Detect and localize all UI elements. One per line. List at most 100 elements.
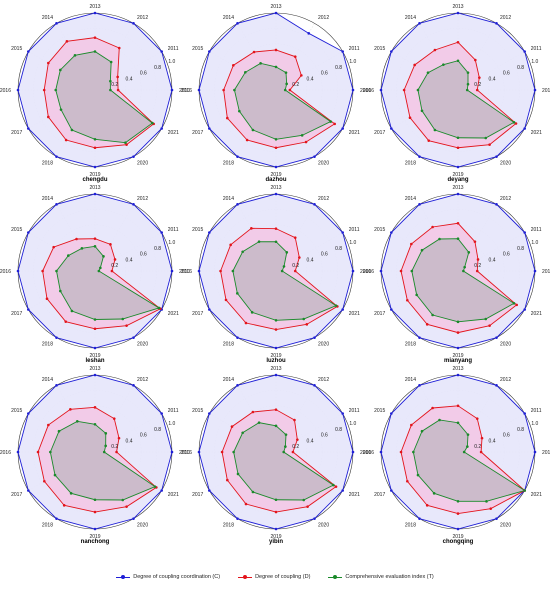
data-point-coupling xyxy=(304,140,308,144)
data-point-coupling xyxy=(226,116,229,120)
data-point-coupling xyxy=(399,450,403,454)
data-point-coupling xyxy=(402,88,406,92)
category-label: 2011 xyxy=(168,408,179,414)
data-point-coupling-coordination xyxy=(208,127,211,130)
radial-tick-label: 0.2 xyxy=(474,444,481,450)
data-point-coupling-coordination xyxy=(456,192,460,196)
data-point-coupling xyxy=(408,116,412,120)
data-point-coupling-coordination xyxy=(351,450,355,454)
data-point-comprehensive-index xyxy=(59,289,62,293)
data-point-comprehensive-index xyxy=(412,450,415,454)
radar-panel-luzhou: 0.2 0.4 0.6 0.8 1.0 2010 2011 2012 2013 2014 2015 2… xyxy=(181,185,371,364)
data-point-coupling xyxy=(274,510,278,514)
category-label: 2020 xyxy=(500,161,511,167)
data-point-comprehensive-index xyxy=(53,473,57,477)
data-point-coupling-coordination xyxy=(418,203,421,206)
data-point-comprehensive-index xyxy=(104,444,107,448)
category-label: 2017 xyxy=(374,492,385,498)
radial-tick-label: 0.6 xyxy=(140,71,147,77)
data-point-coupling-coordination xyxy=(313,203,316,206)
data-point-comprehensive-index xyxy=(466,71,470,74)
data-point-coupling xyxy=(514,122,518,125)
data-point-coupling xyxy=(291,450,295,454)
radial-tick-label: 0.4 xyxy=(126,257,133,263)
data-point-coupling xyxy=(62,504,66,507)
data-point-coupling-coordination xyxy=(379,269,383,273)
data-point-comprehensive-index xyxy=(416,473,420,477)
chart-legend: Degree of coupling coordination (C) Degr… xyxy=(0,574,550,580)
legend-item-coupling: Degree of coupling (D) xyxy=(238,574,310,580)
data-point-coupling xyxy=(75,237,78,241)
radial-tick-label: 1.0 xyxy=(168,421,175,427)
category-label: 2019 xyxy=(89,353,100,359)
radial-tick-label: 1.0 xyxy=(531,240,538,246)
data-point-comprehensive-index xyxy=(257,421,261,424)
data-point-comprehensive-index xyxy=(410,269,414,273)
category-label: 2016 xyxy=(0,269,11,275)
data-point-coupling-coordination xyxy=(274,192,278,196)
data-point-coupling-coordination xyxy=(236,517,239,520)
radial-tick-label: 0.4 xyxy=(307,257,314,263)
data-point-coupling xyxy=(252,50,256,54)
radial-tick-label: 0.2 xyxy=(111,82,118,88)
category-label: 2018 xyxy=(405,161,416,167)
data-point-comprehensive-index xyxy=(236,472,240,476)
data-point-coupling-coordination xyxy=(390,489,393,492)
data-point-comprehensive-index xyxy=(274,65,278,69)
category-label: 2021 xyxy=(168,130,179,136)
data-point-comprehensive-index xyxy=(431,313,434,317)
data-point-coupling xyxy=(110,269,114,273)
data-point-coupling-coordination xyxy=(523,50,526,53)
category-label: 2012 xyxy=(500,196,511,202)
category-label: 2020 xyxy=(318,161,329,167)
data-point-coupling-coordination xyxy=(93,527,97,531)
radial-tick-label: 0.4 xyxy=(489,257,496,263)
data-point-coupling-coordination xyxy=(27,308,30,311)
data-point-comprehensive-index xyxy=(282,265,286,268)
data-point-coupling xyxy=(293,269,297,273)
data-point-comprehensive-index xyxy=(236,292,239,295)
category-label: 2011 xyxy=(349,408,360,414)
category-label: 2016 xyxy=(181,450,192,456)
data-point-coupling-coordination xyxy=(208,489,211,492)
data-point-coupling-coordination xyxy=(160,127,163,130)
data-point-coupling xyxy=(93,327,97,331)
data-point-coupling-coordination xyxy=(456,165,460,169)
data-point-comprehensive-index xyxy=(274,137,278,141)
category-label: 2019 xyxy=(452,172,463,178)
data-point-comprehensive-index xyxy=(456,320,460,324)
data-point-comprehensive-index xyxy=(456,499,460,503)
data-point-coupling xyxy=(93,36,97,39)
data-point-coupling xyxy=(220,450,224,454)
data-point-coupling-coordination xyxy=(456,373,460,377)
data-point-coupling xyxy=(488,324,491,327)
data-point-coupling-coordination xyxy=(274,346,278,350)
data-point-coupling xyxy=(410,423,413,427)
data-point-comprehensive-index xyxy=(109,60,113,64)
data-point-coupling-coordination xyxy=(274,165,278,169)
data-point-comprehensive-index xyxy=(274,240,278,244)
category-label: 2014 xyxy=(223,196,234,202)
data-point-coupling-coordination xyxy=(160,231,163,234)
data-point-coupling-coordination xyxy=(236,336,239,339)
data-point-coupling xyxy=(475,88,479,92)
data-point-coupling-coordination xyxy=(390,412,393,415)
category-label: 2013 xyxy=(452,4,463,10)
category-label: 2017 xyxy=(374,130,385,136)
category-label: 2020 xyxy=(137,523,148,529)
data-point-coupling xyxy=(115,450,118,454)
data-point-comprehensive-index xyxy=(420,429,424,433)
data-point-coupling xyxy=(306,505,309,508)
data-point-coupling xyxy=(244,321,248,325)
data-point-coupling xyxy=(456,40,460,44)
data-point-coupling-coordination xyxy=(27,231,30,234)
data-point-comprehensive-index xyxy=(121,317,125,321)
radial-tick-label: 0.2 xyxy=(292,263,299,269)
category-label: 2014 xyxy=(405,15,416,21)
radial-tick-label: 0.6 xyxy=(503,71,510,77)
radial-tick-label: 0.8 xyxy=(335,65,342,71)
data-point-comprehensive-index xyxy=(109,79,112,83)
data-point-coupling-coordination xyxy=(93,192,97,196)
data-point-comprehensive-index xyxy=(484,136,488,140)
radial-tick-label: 0.8 xyxy=(335,246,342,252)
